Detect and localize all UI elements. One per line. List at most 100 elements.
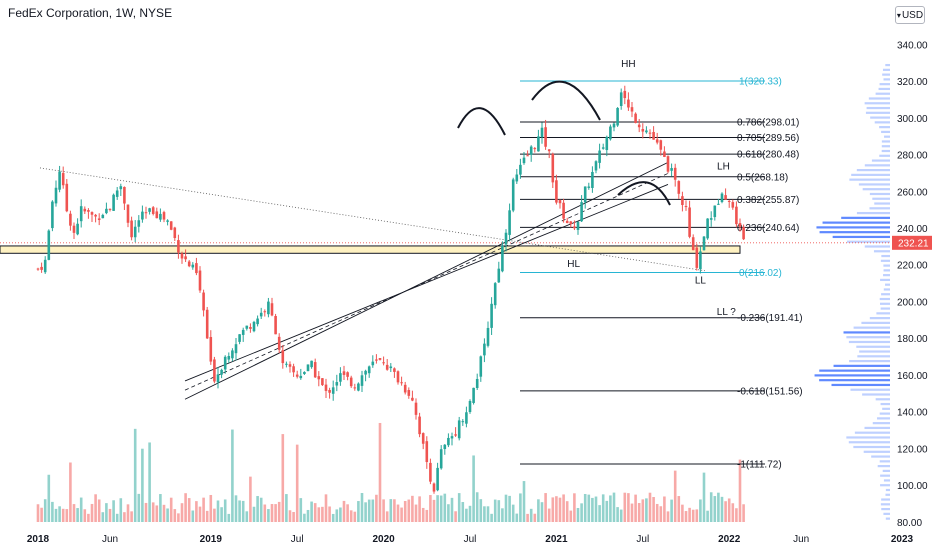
volume-profile-bar <box>876 312 890 315</box>
volume-bar <box>439 495 443 522</box>
price-tick-label: 300.00 <box>897 114 928 125</box>
volume-bar <box>479 499 483 522</box>
volume-bar <box>324 494 328 522</box>
volume-bar <box>400 507 403 522</box>
candle-body <box>396 371 400 383</box>
candle-body <box>216 374 220 383</box>
volume-bar <box>619 509 623 522</box>
volume-bar <box>396 504 400 522</box>
candle-body <box>357 383 360 391</box>
annotation-labels: HH LH HL LL LL ? <box>567 59 736 318</box>
candle-body <box>270 303 274 316</box>
candle-body <box>519 164 522 175</box>
volume-profile-bar <box>871 159 890 162</box>
volume-bar <box>357 501 360 522</box>
volume-bar <box>69 462 72 522</box>
fib-level-label: 0(216.02) <box>739 268 782 279</box>
volume-bar <box>742 504 745 522</box>
volume-profile-bar <box>856 345 890 348</box>
volume-profile-bar <box>831 383 890 387</box>
volume-bar <box>641 499 645 522</box>
candle-body <box>454 434 457 436</box>
volume-bar <box>483 506 486 522</box>
candle-body <box>691 237 695 251</box>
candle-body <box>112 194 115 211</box>
candle-body <box>97 218 101 220</box>
volume-profile-bar <box>880 484 890 487</box>
volume-profile-bar <box>882 68 890 71</box>
volume-bar <box>245 511 249 522</box>
volume-bar <box>731 503 735 522</box>
candle-body <box>256 318 259 325</box>
price-tick-label: 200.00 <box>897 297 928 308</box>
candle-body <box>551 153 555 183</box>
candle-body <box>652 131 655 140</box>
candle-body <box>724 195 727 200</box>
price-tick-label: 280.00 <box>897 151 928 162</box>
volume-profile-bar <box>879 83 890 86</box>
price-axis[interactable]: 80.00 100.00 120.00 140.00 160.00 180.00 200.0… <box>892 0 932 550</box>
volume-bar <box>72 504 76 522</box>
volume-profile-bar <box>848 441 890 444</box>
time-tick-label: Jul <box>464 534 477 545</box>
volume-bar <box>270 504 274 522</box>
candle-body <box>79 206 83 222</box>
price-tick-label: 340.00 <box>897 40 928 51</box>
candle-body <box>659 140 663 150</box>
volume-bar <box>569 510 573 522</box>
candle-body <box>735 206 738 225</box>
volume-bar <box>447 504 450 522</box>
volume-profile-bar <box>871 455 890 458</box>
volume-profile-bar <box>822 221 890 224</box>
volume-profile-bar <box>874 202 890 205</box>
volume-profile-bar <box>882 469 890 472</box>
volume-profile-bar <box>857 355 890 358</box>
candle-body <box>342 371 346 375</box>
candle-body <box>612 123 616 128</box>
volume-bar <box>339 507 342 522</box>
volume-bar <box>288 510 292 522</box>
volume-bar <box>475 492 479 522</box>
time-axis[interactable]: 2018Jun2019Jul2020Jul2021Jul2022Jun2023J… <box>27 534 932 545</box>
candle-body <box>166 220 169 222</box>
volume-bar <box>79 497 83 522</box>
pattern-arcs <box>457 80 671 206</box>
candle-body <box>288 364 292 367</box>
fib-level-label: -1(111.72) <box>737 460 782 471</box>
volume-bar <box>371 499 375 522</box>
volume-bar <box>209 494 213 522</box>
chart-title: FedEx Corporation, 1W, NYSE <box>8 6 173 20</box>
price-tick-label: 220.00 <box>897 261 928 272</box>
volume-bar <box>54 508 58 522</box>
candle-body <box>619 92 623 106</box>
candle-body <box>673 167 677 180</box>
volume-bar <box>159 494 162 522</box>
volume-bar <box>432 499 436 522</box>
candle-body <box>202 292 205 311</box>
candle-body <box>493 283 497 306</box>
candle-body <box>133 226 137 238</box>
candle-body <box>339 373 342 382</box>
candle-body <box>634 113 637 123</box>
volume-bar <box>349 510 353 522</box>
volume-bar <box>659 506 663 522</box>
volume-bar <box>490 513 493 522</box>
volume-bar <box>292 511 295 522</box>
volume-bar <box>126 504 130 522</box>
volume-profile-bar <box>874 121 890 124</box>
fib-level-label: -0.618(151.56) <box>737 386 803 397</box>
currency-button[interactable]: ▾ USD <box>895 6 925 24</box>
candle-body <box>238 334 241 342</box>
candle-body <box>58 171 61 190</box>
annotation-label: LL <box>695 276 707 287</box>
candle-body <box>677 181 681 194</box>
volume-bar <box>429 495 432 522</box>
volume-bar <box>123 512 126 522</box>
candle-body <box>378 358 382 360</box>
candle-body <box>403 384 407 393</box>
volume-bar <box>256 496 259 522</box>
volume-bar <box>51 501 54 522</box>
candle-body <box>709 218 713 220</box>
candle-body <box>61 173 65 186</box>
